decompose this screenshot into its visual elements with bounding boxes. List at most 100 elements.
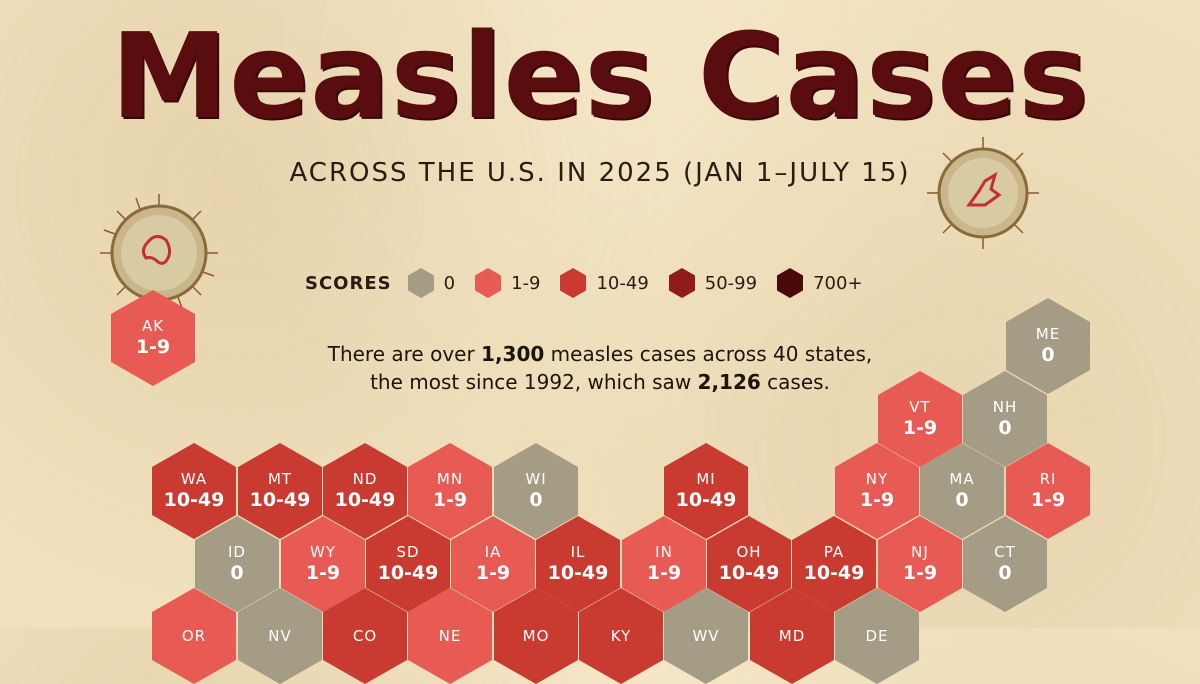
state-tile-in: IN 1-9: [622, 516, 706, 612]
state-tile-ia: IA 1-9: [451, 516, 535, 612]
legend-swatch-icon: [560, 268, 587, 298]
state-abbr: NJ: [911, 543, 929, 561]
note-text: There are over: [327, 342, 482, 366]
state-tile-mi: MI 10-49: [664, 443, 748, 539]
state-abbr: NY: [865, 470, 889, 488]
state-tile-nj: NJ 1-9: [878, 516, 962, 612]
state-abbr: ID: [228, 543, 246, 561]
state-abbr: KY: [610, 627, 632, 645]
state-value: 1-9: [432, 489, 468, 511]
state-value: 10-49: [377, 562, 439, 584]
legend-item-3: 50-99: [668, 268, 758, 298]
state-abbr: MD: [778, 627, 806, 645]
state-value: 10-49: [547, 562, 609, 584]
legend-item-2: 10-49: [560, 268, 649, 298]
state-abbr: MA: [949, 470, 975, 488]
legend-item-4: 700+: [777, 268, 863, 298]
state-value: 10-49: [334, 489, 396, 511]
state-tile-il: IL 10-49: [536, 516, 620, 612]
state-abbr: NV: [268, 627, 292, 645]
state-value: 0: [529, 489, 543, 511]
state-abbr: WA: [180, 470, 208, 488]
state-abbr: SD: [396, 543, 420, 561]
state-tile-nd: ND 10-49: [323, 443, 407, 539]
state-value: 10-49: [803, 562, 865, 584]
state-tile-wi: WI 0: [494, 443, 578, 539]
note-text: measles cases across 40 states,: [544, 342, 873, 366]
state-tile-mt: MT 10-49: [238, 443, 322, 539]
state-value: 0: [230, 562, 244, 584]
legend-swatch-icon: [777, 268, 804, 298]
legend-item-label: 10-49: [596, 272, 649, 294]
state-value: 1-9: [859, 489, 895, 511]
state-abbr: WV: [692, 627, 720, 645]
state-abbr: NH: [992, 398, 1018, 416]
state-tile-mn: MN 1-9: [408, 443, 492, 539]
state-value: 0: [1041, 344, 1055, 366]
state-value: 10-49: [675, 489, 737, 511]
state-abbr: IA: [484, 543, 502, 561]
legend-label: SCORES: [305, 272, 392, 294]
state-value: 0: [998, 417, 1012, 439]
note-highlight: 2,126: [697, 370, 761, 394]
state-value: 1-9: [135, 336, 171, 358]
state-abbr: DE: [865, 627, 889, 645]
state-abbr: RI: [1039, 470, 1057, 488]
virus-illustration-right: [927, 137, 1039, 249]
legend-item-1: 1-9: [475, 268, 540, 298]
state-value: 1-9: [902, 417, 938, 439]
page-subtitle: ACROSS THE U.S. IN 2025 (JAN 1–JULY 15): [289, 158, 911, 188]
state-abbr: WY: [310, 543, 336, 561]
state-value: 10-49: [249, 489, 311, 511]
state-abbr: VT: [909, 398, 931, 416]
legend-item-label: 700+: [813, 272, 863, 294]
state-value: 0: [998, 562, 1012, 584]
state-abbr: MT: [267, 470, 293, 488]
legend: SCORES 0 1-9 10-49 50-99 700+: [305, 266, 871, 300]
state-tile-ri: RI 1-9: [1006, 443, 1090, 539]
note-text: cases.: [760, 370, 830, 394]
state-abbr: ME: [1035, 325, 1061, 343]
state-value: 10-49: [163, 489, 225, 511]
state-tile-wa: WA 10-49: [152, 443, 236, 539]
state-tile-ak: AK 1-9: [111, 290, 195, 386]
state-abbr: CT: [994, 543, 1016, 561]
state-abbr: AK: [141, 317, 165, 335]
state-abbr: WI: [525, 470, 547, 488]
state-value: 1-9: [646, 562, 682, 584]
state-tile-me: ME 0: [1006, 298, 1090, 394]
legend-swatch-icon: [407, 268, 434, 298]
state-value: 1-9: [1030, 489, 1066, 511]
summary-line-2: the most since 1992, which saw 2,126 cas…: [300, 368, 900, 396]
state-tile-oh: OH 10-49: [707, 516, 791, 612]
state-tile-id: ID 0: [195, 516, 279, 612]
state-abbr: CO: [352, 627, 378, 645]
state-value: 0: [955, 489, 969, 511]
state-value: 1-9: [305, 562, 341, 584]
state-abbr: IN: [655, 543, 673, 561]
state-value: 1-9: [475, 562, 511, 584]
state-tile-nh: NH 0: [963, 371, 1047, 467]
virus-illustration-left: [100, 194, 218, 312]
state-abbr: OR: [181, 627, 207, 645]
state-abbr: MO: [522, 627, 550, 645]
summary-note: There are over 1,300 measles cases acros…: [300, 340, 900, 396]
state-tile-ma: MA 0: [920, 443, 1004, 539]
legend-item-0: 0: [407, 268, 456, 298]
state-value: 1-9: [902, 562, 938, 584]
page-title: Measles Cases: [110, 7, 1090, 145]
legend-item-label: 50-99: [704, 272, 758, 294]
note-highlight: 1,300: [481, 342, 545, 366]
state-abbr: OH: [736, 543, 762, 561]
state-abbr: IL: [570, 543, 586, 561]
legend-item-label: 0: [443, 272, 456, 294]
legend-item-label: 1-9: [511, 272, 541, 294]
legend-swatch-icon: [668, 268, 695, 298]
state-abbr: MI: [696, 470, 716, 488]
state-tile-ny: NY 1-9: [835, 443, 919, 539]
summary-line-1: There are over 1,300 measles cases acros…: [300, 340, 900, 368]
legend-swatch-icon: [475, 268, 502, 298]
note-text: the most since 1992, which saw: [370, 370, 698, 394]
state-abbr: MN: [436, 470, 464, 488]
state-abbr: ND: [352, 470, 378, 488]
